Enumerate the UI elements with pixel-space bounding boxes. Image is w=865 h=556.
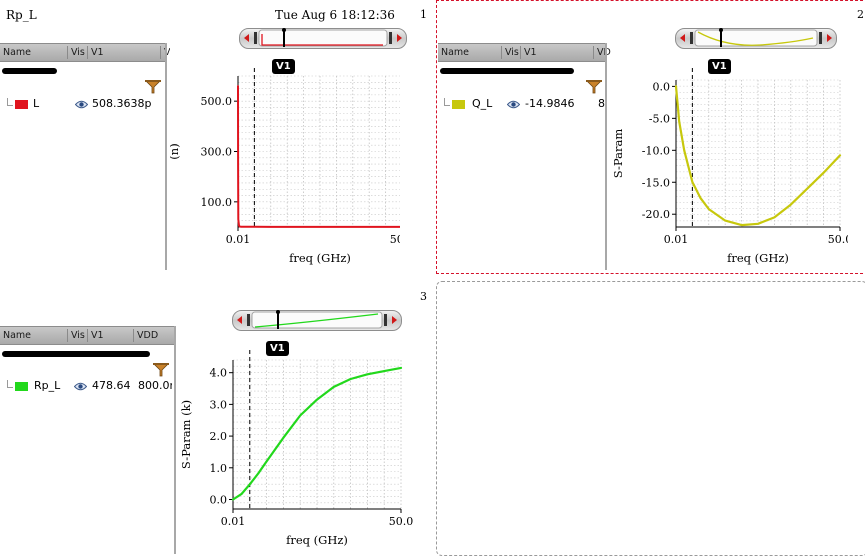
panel-splitter[interactable] xyxy=(174,326,176,554)
col-name-header[interactable]: Name xyxy=(3,47,32,58)
eye-icon[interactable] xyxy=(75,100,88,109)
y-tick-label: 500.0 xyxy=(201,95,233,108)
cursor-v1-marker[interactable]: V1 xyxy=(272,59,295,74)
y-axis-label: S-Param (k) xyxy=(179,400,193,469)
plot-rp-l[interactable]: 4.0 3.0 2.0 1.0 0.0 0.01 50.0 freq (GHz) S-Param… xyxy=(176,350,416,555)
col-extra-header[interactable]: VDD xyxy=(133,329,175,342)
x-tick-label: 0.01 xyxy=(226,233,251,246)
x-tick-label: 50.0 xyxy=(390,233,400,246)
filter-icon[interactable] xyxy=(145,80,161,94)
horizontal-scrollbar[interactable] xyxy=(440,68,574,74)
signal-value: -14.9846 xyxy=(525,97,575,110)
eye-icon[interactable] xyxy=(74,382,87,391)
x-tick-label: 0.01 xyxy=(664,233,689,246)
green-square-icon[interactable] xyxy=(15,382,28,391)
y-tick-label: -10.0 xyxy=(642,144,670,157)
y-tick-label: -5.0 xyxy=(649,112,670,125)
signal-extra-value: 800.0r xyxy=(138,379,172,392)
signal-name[interactable]: L xyxy=(33,97,40,110)
signal-name[interactable]: Q_L xyxy=(472,97,493,110)
timestamp: Tue Aug 6 18:12:36 xyxy=(275,8,395,22)
empty-plot-panel[interactable] xyxy=(436,281,865,556)
signal-extra-value: 8 xyxy=(598,97,605,110)
red-square-icon[interactable] xyxy=(15,100,28,109)
cursor-v1-marker[interactable]: V1 xyxy=(708,59,731,74)
panel-number: 2 xyxy=(857,8,864,21)
col-vis-header[interactable]: Vis xyxy=(501,46,521,59)
overview-slider[interactable] xyxy=(232,307,402,334)
filter-icon[interactable] xyxy=(586,80,602,94)
y-tick-label: 2.0 xyxy=(210,430,228,443)
y-tick-label: 3.0 xyxy=(210,398,228,411)
signal-table-header: Name Vis V1 VDD xyxy=(438,43,611,62)
signal-value: 478.64 xyxy=(92,379,131,392)
series-line[interactable] xyxy=(674,85,842,227)
plot-l[interactable]: 500.0 300.0 100.0 0.01 50.0 freq (GHz) (n) xyxy=(170,68,400,273)
overview-slider[interactable] xyxy=(239,25,407,52)
signal-value: 508.3638p xyxy=(92,97,152,110)
x-axis-label: freq (GHz) xyxy=(727,251,789,265)
y-tick-label: 1.0 xyxy=(210,462,228,475)
window-title: Rp_L xyxy=(6,8,37,22)
col-v1-header[interactable]: V1 xyxy=(87,329,133,342)
horizontal-scrollbar[interactable] xyxy=(2,351,150,357)
col-vis-header[interactable]: Vis xyxy=(67,329,87,342)
x-tick-label: 50.0 xyxy=(389,515,414,528)
signal-name[interactable]: Rp_L xyxy=(34,379,61,392)
x-axis-label: freq (GHz) xyxy=(289,251,351,265)
overview-slider[interactable] xyxy=(675,25,837,52)
tree-branch-icon xyxy=(444,98,450,106)
signal-table-header: Name Vis V1 VDD xyxy=(0,326,175,345)
y-axis-label: S-Param xyxy=(611,129,625,179)
col-extra-header[interactable]: VDD xyxy=(593,46,611,59)
x-tick-label: 0.01 xyxy=(221,515,246,528)
tree-branch-icon xyxy=(7,98,13,106)
col-name-header[interactable]: Name xyxy=(441,47,470,58)
y-tick-label: -15.0 xyxy=(642,176,670,189)
signal-table-header: Name Vis V1 V xyxy=(0,43,170,62)
yellow-square-icon[interactable] xyxy=(452,100,465,109)
cursor-v1-marker[interactable]: V1 xyxy=(266,341,289,356)
col-vis-header[interactable]: Vis xyxy=(67,46,87,59)
y-tick-label: 4.0 xyxy=(210,367,228,380)
x-tick-label: 50.0 xyxy=(828,233,848,246)
horizontal-scrollbar[interactable] xyxy=(2,68,57,74)
panel-number: 1 xyxy=(420,8,427,21)
panel-splitter[interactable] xyxy=(165,43,167,270)
y-tick-label: 0.0 xyxy=(653,80,671,93)
x-axis-label: freq (GHz) xyxy=(286,533,348,547)
filter-icon[interactable] xyxy=(153,363,169,377)
y-tick-label: 100.0 xyxy=(201,196,233,209)
col-extra-header[interactable]: V xyxy=(160,46,170,59)
y-axis-label: (n) xyxy=(170,143,181,159)
panel-splitter[interactable] xyxy=(605,43,607,270)
plot-q-l[interactable]: 0.0 -5.0 -10.0 -15.0 -20.0 0.01 50.0 freq (GHz)… xyxy=(608,68,848,273)
y-tick-label: 0.0 xyxy=(210,493,228,506)
col-v1-header[interactable]: V1 xyxy=(520,46,594,59)
series-line[interactable] xyxy=(237,85,400,228)
panel-number: 3 xyxy=(420,290,427,303)
eye-icon[interactable] xyxy=(507,100,520,109)
col-v1-header[interactable]: V1 xyxy=(87,46,161,59)
selected-panel-frame xyxy=(436,0,865,274)
y-tick-label: -20.0 xyxy=(642,208,670,221)
y-tick-label: 300.0 xyxy=(201,146,233,159)
col-name-header[interactable]: Name xyxy=(3,330,32,341)
tree-branch-icon xyxy=(7,380,13,388)
series-line[interactable] xyxy=(231,366,403,501)
